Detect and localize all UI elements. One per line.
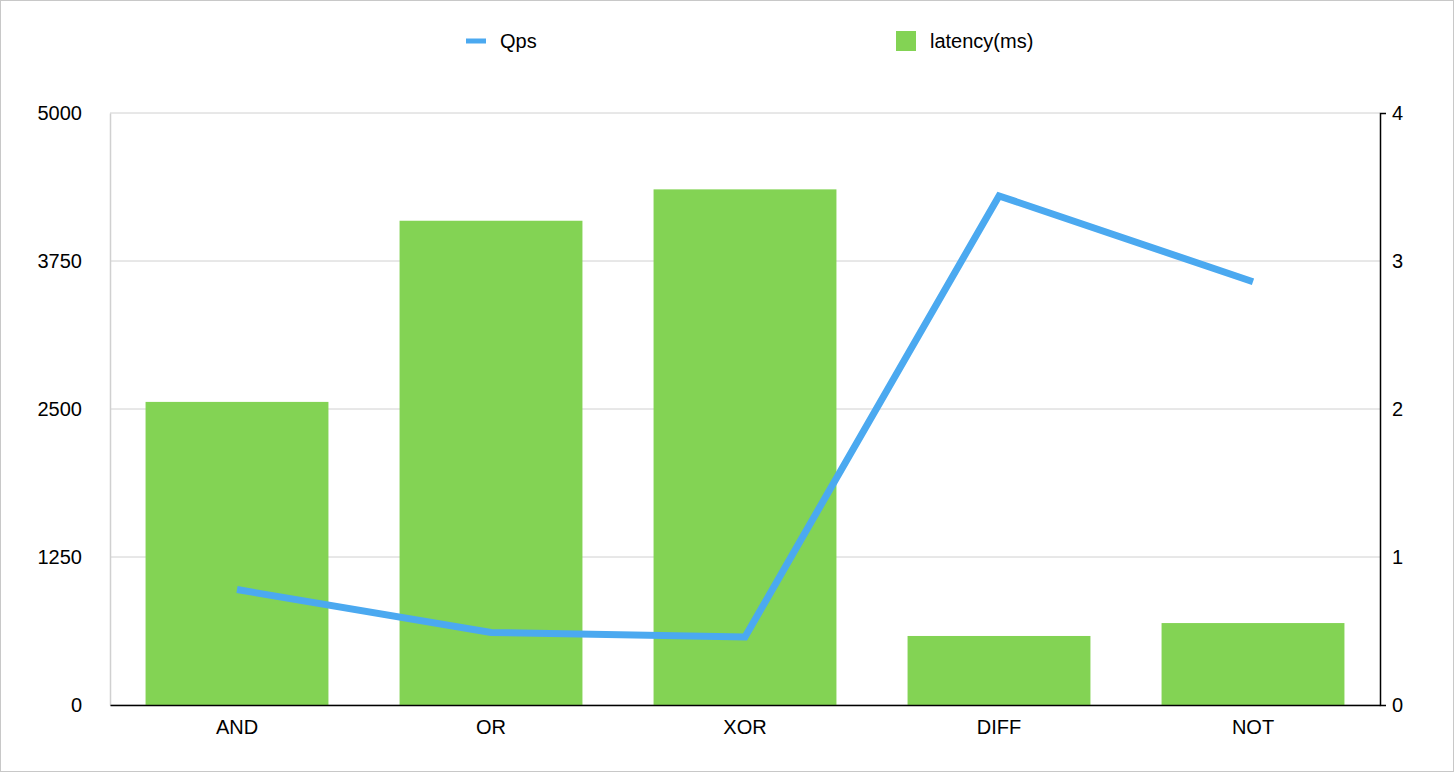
tick: 0: [1380, 694, 1403, 716]
y2-axis: 0 1 2 3 4: [1380, 102, 1403, 716]
tick-label: AND: [216, 716, 258, 738]
tick: 5000: [38, 102, 111, 124]
bar: [654, 189, 837, 705]
legend-label: Qps: [500, 30, 537, 52]
tick: 0: [71, 694, 110, 716]
tick: 3: [1380, 250, 1403, 272]
marks: [146, 189, 1345, 705]
legend-swatch: [466, 39, 486, 44]
tick: NOT: [1232, 705, 1274, 738]
y-axis: 0 1250 2500 3750 5000: [38, 102, 111, 716]
tick-label: 4: [1392, 102, 1403, 124]
bar: [908, 636, 1091, 705]
axis-line: [110, 114, 112, 706]
tick: OR: [476, 705, 506, 738]
legend-swatch: [896, 31, 916, 51]
tick-label: 0: [1392, 694, 1403, 716]
tick-label: 2500: [38, 398, 83, 420]
tick-label: 1250: [38, 546, 83, 568]
chart-border: [1, 1, 1454, 772]
tick: 3750: [38, 250, 111, 272]
tick-label: 1: [1392, 546, 1403, 568]
chart: 0 1250 2500 3750 5000 0 1 2 3 4 AND OR XOR DIFF NOT Qps…: [0, 0, 1454, 772]
legend: Qps latency(ms): [466, 30, 1033, 52]
grid-line: [110, 113, 1380, 114]
x-axis: AND OR XOR DIFF NOT: [111, 705, 1381, 738]
tick: 1: [1380, 546, 1403, 568]
tick-label: 5000: [38, 102, 83, 124]
axis-line: [111, 705, 1381, 707]
tick-label: 2: [1392, 398, 1403, 420]
tick: DIFF: [977, 705, 1021, 738]
tick-label: OR: [476, 716, 506, 738]
tick-label: DIFF: [977, 716, 1021, 738]
tick-label: 3: [1392, 250, 1403, 272]
bar: [1162, 623, 1345, 705]
legend-item: Qps: [466, 30, 537, 52]
legend-label: latency(ms): [930, 30, 1033, 52]
axis-line: [1381, 114, 1387, 706]
tick: 2: [1380, 398, 1403, 420]
grid: [110, 113, 1380, 705]
tick-label: 3750: [38, 250, 83, 272]
legend-item: latency(ms): [896, 30, 1033, 52]
tick-label: 0: [71, 694, 82, 716]
tick: 4: [1380, 102, 1403, 124]
tick: AND: [216, 705, 258, 738]
line: [237, 196, 1253, 637]
tick-label: NOT: [1232, 716, 1274, 738]
tick: 1250: [38, 546, 111, 568]
tick: 2500: [38, 398, 111, 420]
tick-label: XOR: [723, 716, 766, 738]
tick: XOR: [723, 705, 766, 738]
bar: [146, 402, 329, 705]
